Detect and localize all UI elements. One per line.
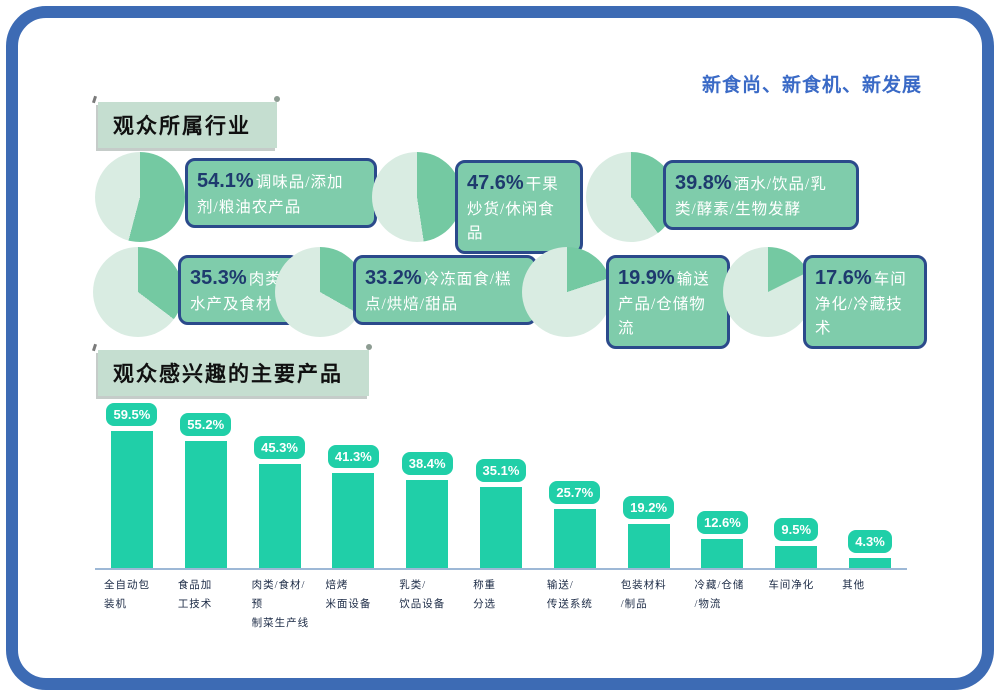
pie-chart-industry-4 xyxy=(93,247,183,337)
bar xyxy=(406,480,449,568)
bar-value-badge: 41.3% xyxy=(327,445,379,468)
section-title-products: 观众感兴趣的主要产品 xyxy=(98,344,372,396)
stat-label: 干果炒货/休闲食品 xyxy=(467,176,559,242)
bar xyxy=(479,487,522,568)
stat-label: 调味品/添加剂/粮油农产品 xyxy=(197,174,344,216)
bar-value-badge: 35.1% xyxy=(475,459,527,482)
x-axis-labels: 全自动包 装机 食品加 工技术 肉类/食材/预 制菜生产线 焙烤 米面设备 乳类… xyxy=(95,577,907,634)
stat-label: 冷冻面食/糕点/烘焙/甜品 xyxy=(365,271,512,313)
bar xyxy=(849,558,892,568)
bar xyxy=(110,431,153,568)
stat-percent: 35.3% xyxy=(190,267,247,289)
bar-category-label: 食品加 工技术 xyxy=(177,580,213,610)
bar xyxy=(184,441,227,568)
stat-percent: 39.8% xyxy=(675,172,732,194)
stat-percent: 47.6% xyxy=(467,172,524,194)
x-axis-line xyxy=(95,568,907,570)
pie-chart-industry-3 xyxy=(586,152,676,242)
bar-value-badge: 59.5% xyxy=(106,403,158,426)
bar xyxy=(775,546,818,568)
bar-category-label: 其他 xyxy=(842,580,866,591)
pie-chart-industry-6 xyxy=(522,247,612,337)
stat-badge-industry-1: 54.1% 调味品/添加剂/粮油农产品 xyxy=(185,158,377,228)
bar xyxy=(553,509,596,568)
bar-column: 19.2% xyxy=(612,496,686,568)
stat-percent: 54.1% xyxy=(197,170,254,192)
pie-chart-industry-7 xyxy=(723,247,813,337)
stat-badge-industry-6: 19.9% 输送产品/仓储物流 xyxy=(606,255,730,349)
bar-value-badge: 25.7% xyxy=(549,481,601,504)
bar xyxy=(627,524,670,568)
bar-category-label: 焙烤 米面设备 xyxy=(325,580,372,610)
bar xyxy=(701,539,744,568)
bar-category-label: 车间净化 xyxy=(768,580,815,591)
stat-badge-industry-5: 33.2% 冷冻面食/糕点/烘焙/甜品 xyxy=(353,255,537,325)
section-title-industries: 观众所属行业 xyxy=(98,96,280,148)
stat-badge-industry-2: 47.6% 干果炒货/休闲食品 xyxy=(455,160,583,254)
bar-value-badge: 19.2% xyxy=(623,496,675,519)
stat-label: 输送产品/仓储物流 xyxy=(618,271,710,337)
stat-badge-industry-3: 39.8% 酒水/饮品/乳类/酵素/生物发酵 xyxy=(663,160,859,230)
bar-category-label: 输送/ 传送系统 xyxy=(546,580,593,610)
stat-percent: 17.6% xyxy=(815,267,872,289)
bar-value-badge: 9.5% xyxy=(774,518,819,541)
bar-category-label: 称重 分选 xyxy=(473,580,497,610)
bar-category-label: 乳类/ 饮品设备 xyxy=(399,580,446,610)
bar-value-badge: 38.4% xyxy=(401,452,453,475)
bar-column: 25.7% xyxy=(538,481,612,568)
bar-column: 12.6% xyxy=(686,511,760,568)
pie-chart-industry-1 xyxy=(95,152,185,242)
stat-label: 车间净化/冷藏技术 xyxy=(815,271,907,337)
bar-column: 9.5% xyxy=(759,518,833,568)
bar-column: 38.4% xyxy=(390,452,464,568)
bar-value-badge: 55.2% xyxy=(180,413,232,436)
bar xyxy=(258,464,301,568)
bar-column: 4.3% xyxy=(833,530,907,568)
bar-column: 41.3% xyxy=(316,445,390,568)
stat-label: 酒水/饮品/乳类/酵素/生物发酵 xyxy=(675,176,827,218)
stat-percent: 19.9% xyxy=(618,267,675,289)
bar-value-badge: 45.3% xyxy=(254,436,305,459)
products-bar-chart: 59.5% 55.2% 45.3% 41.3% 38.4% 35.1% xyxy=(95,394,907,634)
bar xyxy=(332,473,375,568)
bar-category-label: 全自动包 装机 xyxy=(104,580,150,610)
bar-category-label: 肉类/食材/预 制菜生产线 xyxy=(251,580,310,629)
bar-value-badge: 12.6% xyxy=(696,511,748,534)
pie-chart-industry-5 xyxy=(275,247,365,337)
bar-plot-area: 59.5% 55.2% 45.3% 41.3% 38.4% 35.1% xyxy=(95,394,907,568)
bar-column: 45.3% xyxy=(243,436,317,568)
bar-value-badge: 4.3% xyxy=(848,530,892,553)
bar-category-label: 冷藏/仓储 /物流 xyxy=(694,580,745,610)
bar-column: 35.1% xyxy=(464,459,538,568)
pie-chart-industry-2 xyxy=(372,152,462,242)
page-slogan: 新食尚、新食机、新发展 xyxy=(701,75,922,96)
bar-category-label: 包装材料 /制品 xyxy=(620,580,667,610)
bar-column: 55.2% xyxy=(169,413,243,568)
stat-badge-industry-7: 17.6% 车间净化/冷藏技术 xyxy=(803,255,927,349)
bar-column: 59.5% xyxy=(95,403,169,568)
stat-percent: 33.2% xyxy=(365,267,422,289)
